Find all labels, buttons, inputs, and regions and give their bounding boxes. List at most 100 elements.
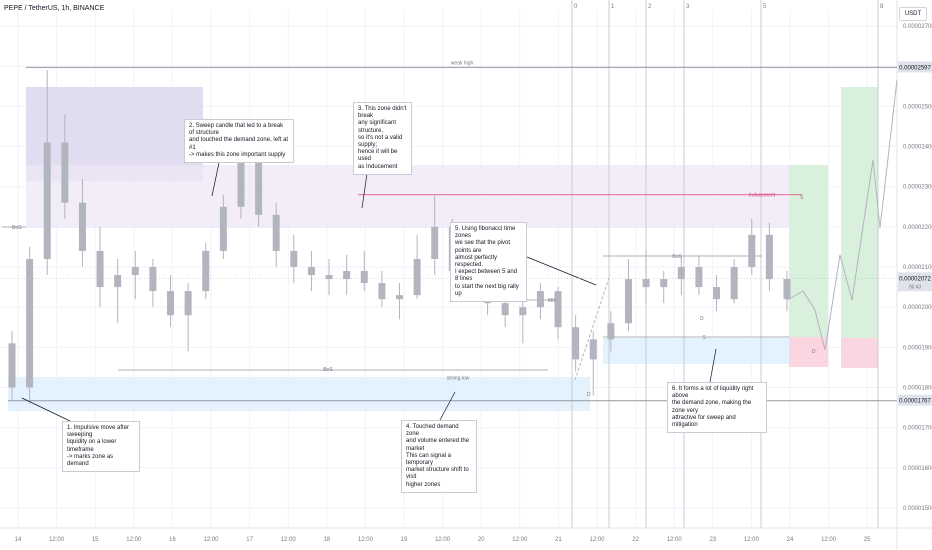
- x-tick-label: 23: [709, 537, 716, 543]
- x-tick-label: 12:00: [589, 537, 605, 543]
- annotation-2: 2. Sweep candle that led to a break of s…: [184, 119, 294, 164]
- x-tick-label: 16: [169, 537, 176, 543]
- impulse-dashed: [574, 274, 611, 381]
- bos-right-label: BoS: [672, 254, 682, 260]
- annotation-arrow: [709, 348, 717, 383]
- strong-low-tag: 0.00001767: [899, 399, 931, 405]
- s-green-label: S: [800, 195, 804, 201]
- candle-body: [519, 307, 527, 316]
- candle-body: [589, 339, 597, 360]
- annotation-arrow: [211, 157, 221, 197]
- annotation-3: 3. This zone didn't break any significan…: [353, 102, 412, 175]
- candle-body: [713, 287, 721, 300]
- demand-zone-left: [8, 377, 590, 411]
- x-tick-label: 17: [246, 537, 253, 543]
- candle-body: [413, 258, 421, 296]
- annotation-arrow: [21, 397, 71, 422]
- annotation-6: 6. It forms a lot of liquidity right abo…: [667, 382, 767, 434]
- candle-body: [765, 234, 773, 280]
- candle-body: [219, 206, 227, 251]
- x-tick-label: 14: [15, 537, 22, 543]
- candle-body: [730, 267, 738, 300]
- candle-body: [501, 303, 509, 316]
- chart-title: PEPE / TetherUS, 1h, BINANCE: [4, 5, 105, 12]
- x-tick-label: 24: [787, 537, 794, 543]
- weak-high-tag-bg: [898, 61, 932, 73]
- weak-high-tag: 0.00002597: [899, 65, 931, 71]
- candle-body: [61, 142, 69, 203]
- y-tick-label: 0.00002400: [903, 145, 932, 151]
- d-right-label: D: [700, 316, 704, 322]
- candle-body: [360, 271, 368, 284]
- candle-body: [8, 343, 16, 388]
- bos-mid-label: BoS: [323, 367, 333, 373]
- x-tick-label: 12:00: [512, 537, 528, 543]
- bos-left-label: BoS: [12, 225, 22, 231]
- current-price-tag: 0.00002072: [899, 276, 931, 282]
- candle-body: [272, 214, 280, 251]
- x-tick-label: 12:00: [744, 537, 760, 543]
- x-tick-label: 22: [632, 537, 639, 543]
- candle-body: [536, 291, 544, 308]
- fib-label: 1: [611, 4, 615, 10]
- y-tick-label: 0.00002100: [903, 265, 932, 271]
- candle-body: [325, 275, 333, 280]
- mid-label: MID: [548, 298, 558, 304]
- annotation-5: 5. Using fibonacci time zones we see tha…: [450, 222, 527, 303]
- y-tick-label: 0.00002300: [903, 185, 932, 191]
- supply-zone: [26, 165, 802, 228]
- d-left-label: D: [587, 392, 591, 398]
- candle-body: [677, 267, 685, 280]
- current-price-tag-bg: [898, 272, 932, 292]
- currency-button[interactable]: USDT: [899, 7, 927, 21]
- x-tick-label: 12:00: [435, 537, 451, 543]
- candle-body: [642, 279, 650, 288]
- candle-body: [607, 323, 615, 340]
- candle-body: [78, 202, 86, 251]
- x-tick-label: 12:00: [126, 537, 142, 543]
- y-tick-label: 0.00002700: [903, 24, 932, 30]
- x-tick-label: 19: [401, 537, 408, 543]
- fib-label: 0: [574, 4, 578, 10]
- fib-label: 3: [686, 4, 690, 10]
- candle-body: [149, 267, 157, 292]
- candle-body: [114, 275, 122, 288]
- annotation-1: 1. Impulsive move after sweeping liquidi…: [62, 421, 140, 473]
- x-tick-label: 21: [555, 537, 562, 543]
- strong-low-tag-bg: [898, 394, 932, 406]
- annotation-4: 4. Touched demand zone and volume entere…: [401, 420, 477, 493]
- countdown-tag: 06:43: [909, 284, 922, 290]
- candle-body: [167, 291, 175, 316]
- x-tick-label: 12:00: [281, 537, 297, 543]
- annotation-arrow: [526, 256, 597, 286]
- x-tick-label: 20: [478, 537, 485, 543]
- y-tick-label: 0.00001700: [903, 426, 932, 432]
- candle-body: [748, 234, 756, 268]
- y-tick-label: 0.00002200: [903, 225, 932, 231]
- projection-zone-pink-1: [789, 337, 828, 367]
- projection-zone-pink-2: [841, 338, 878, 368]
- x-tick-label: 25: [864, 537, 871, 543]
- y-tick-label: 0.00001900: [903, 345, 932, 351]
- x-tick-label: 18: [323, 537, 330, 543]
- y-tick-label: 0.00002000: [903, 305, 932, 311]
- x-tick-label: 12:00: [667, 537, 683, 543]
- fib-label: 2: [648, 4, 652, 10]
- candle-body: [554, 291, 562, 328]
- y-tick-label: 0.00001600: [903, 466, 932, 472]
- projection-path: [786, 79, 898, 351]
- x-tick-label: 15: [92, 537, 99, 543]
- y-tick-label: 0.00002500: [903, 104, 932, 110]
- annotation-arrow: [439, 391, 456, 421]
- weak-high-label: weak high: [451, 60, 474, 66]
- candle-body: [343, 271, 351, 280]
- projection-zone-green-1: [789, 165, 828, 337]
- fib-label: 8: [880, 4, 884, 10]
- candle-body: [624, 279, 632, 324]
- candle-body: [131, 267, 139, 276]
- candle-body: [572, 327, 580, 360]
- candle-body: [695, 267, 703, 288]
- demand-zone-right: [603, 338, 789, 364]
